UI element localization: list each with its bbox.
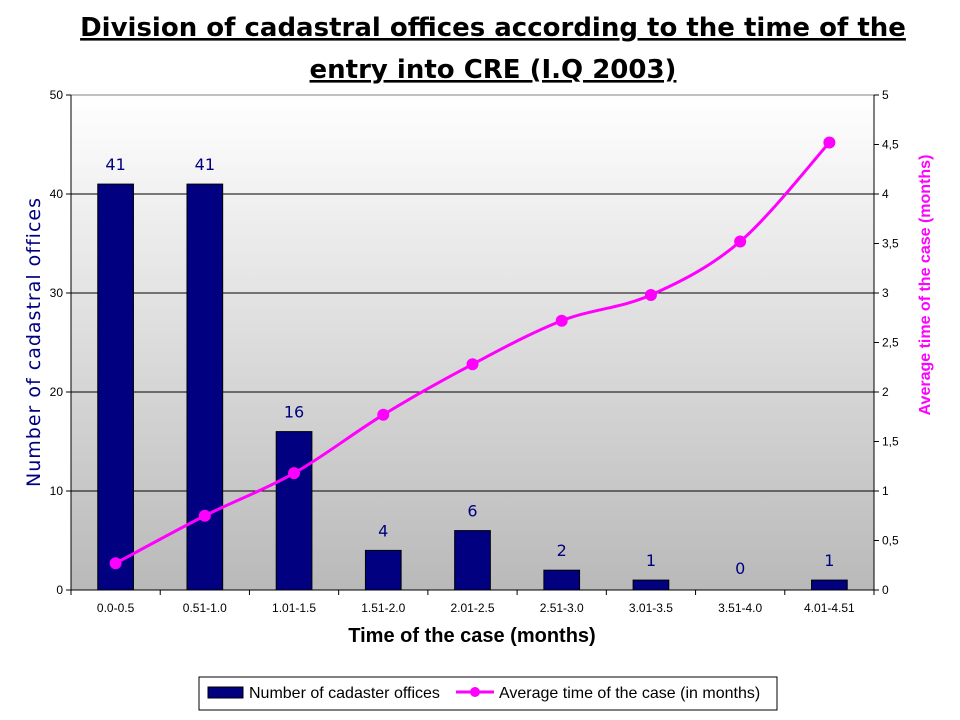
x-tick-label: 4.01-4.51 [804,601,855,615]
y2-tick-label: 4 [882,187,889,201]
y2-tick-label: 0,5 [882,534,899,548]
bar-data-label: 4 [378,521,388,540]
data-labels: 41 41 16 4 6 2 1 0 1 [105,155,834,578]
x-tick-label: 2.51-3.0 [540,601,584,615]
line-point [734,235,747,248]
bar [632,579,670,591]
y2-tick-label: 1,5 [882,435,899,449]
line-point [644,288,657,301]
y-tick-label: 40 [50,187,64,201]
bar-data-label: 6 [467,502,477,521]
y2-tick-label: 2,5 [882,336,899,350]
line-point [823,136,836,149]
line-point [377,408,390,421]
bar [275,431,313,591]
x-tick-label: 0.0-0.5 [97,601,135,615]
legend-label-bars: Number of cadaster offices [249,685,440,702]
bar-data-label: 16 [284,403,304,422]
legend-line-marker [470,687,480,697]
legend: Number of cadaster offices Average time … [198,676,778,711]
y-axis-title: Number of cadastral offices [23,197,45,487]
legend-label-line: Average time of the case (in months) [499,685,760,702]
x-axis-title: Time of the case (months) [348,625,595,647]
y2-tick-label: 3,5 [882,237,899,251]
line-point [288,467,301,480]
x-tick-label: 0.51-1.0 [183,601,227,615]
line-point [198,509,211,522]
bar [364,549,402,591]
bar-data-label: 2 [557,541,567,560]
bar [454,530,491,591]
y2-tick-label: 2 [882,385,889,399]
bar-data-label: 1 [824,551,834,570]
bar-data-label: 1 [646,551,656,570]
y2-tick-label: 1 [882,484,889,498]
bar-data-label: 41 [105,155,125,174]
y2-tick-label: 3 [882,286,889,300]
y-tick-label: 50 [50,88,64,102]
y-tick-label: 20 [50,385,64,399]
x-tick-label: 3.01-3.5 [629,601,673,615]
y-tick-label: 10 [50,484,64,498]
bar [186,183,224,591]
line-point [109,557,122,570]
bar [543,569,581,591]
chart-title-line-1: Division of cadastral offices according … [80,13,906,43]
bar-data-label: 41 [195,155,215,174]
y-tick-label: 0 [56,583,63,597]
x-tick-label: 2.01-2.5 [450,601,494,615]
bar-data-label: 0 [735,559,745,578]
x-tick-label: 1.01-1.5 [272,601,316,615]
chart-title-line-2: entry into CRE (I.Q 2003) [310,55,677,85]
bar [811,579,848,591]
y2-tick-label: 4,5 [882,138,899,152]
y2-axis-title: Average time of the case (months) [917,155,934,416]
line-point [555,314,568,327]
y2-tick-label: 5 [882,88,889,102]
x-tick-label: 1.51-2.0 [361,601,405,615]
legend-bar-swatch [207,686,244,699]
y-tick-label: 30 [50,286,64,300]
line-series [109,136,836,570]
line-point [466,358,479,371]
x-tick-label: 3.51-4.0 [718,601,762,615]
bar [97,183,134,591]
y2-tick-label: 0 [882,583,889,597]
